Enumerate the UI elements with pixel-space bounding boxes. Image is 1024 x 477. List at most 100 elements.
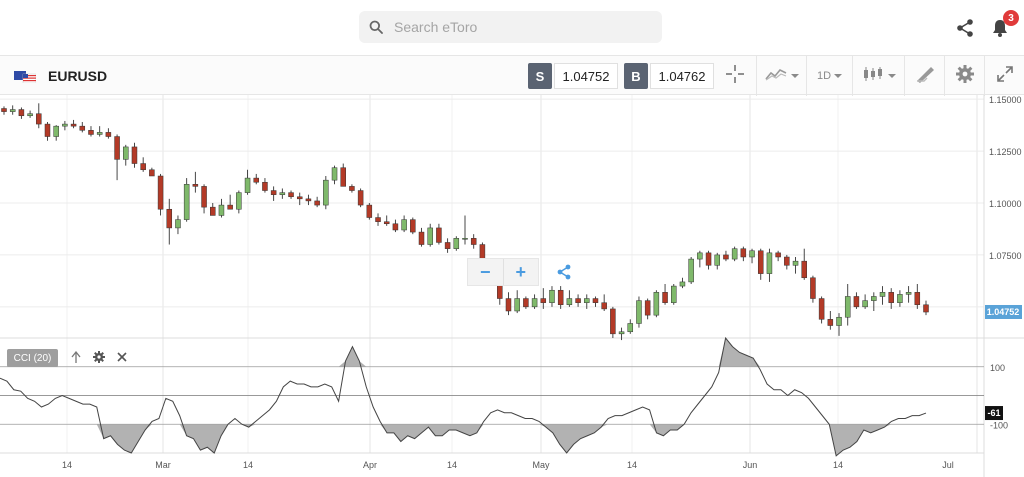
candle-body [392, 223, 399, 231]
candle-body [923, 304, 929, 313]
share-chart-icon[interactable] [556, 264, 572, 280]
candle-body [757, 250, 764, 274]
candle-body [192, 184, 199, 187]
sell-price[interactable]: 1.04752 [554, 63, 618, 89]
candle-body [140, 163, 146, 171]
instrument-symbol: EURUSD [48, 68, 108, 84]
gear-icon [955, 64, 974, 88]
candle-body [505, 298, 512, 312]
candle-body [714, 254, 720, 266]
timeframe-label: 1D [816, 70, 832, 82]
candle-body [557, 289, 564, 306]
cci-fill-area [0, 338, 926, 456]
candle-body [462, 238, 468, 240]
candle-body [888, 292, 894, 303]
cci-line [0, 336, 927, 457]
top-bar: 3 [0, 0, 1024, 55]
candle-body [218, 204, 225, 216]
candle-body [566, 298, 573, 306]
candle-body [444, 242, 451, 249]
candle-body [314, 200, 320, 206]
zoom-in-button[interactable]: + [502, 259, 539, 285]
fullscreen-button[interactable] [984, 56, 1024, 96]
candle-body [166, 208, 173, 229]
arrow-up-icon[interactable] [69, 350, 83, 364]
candle-body [810, 277, 816, 299]
candle-body [183, 184, 190, 220]
crosshair-button[interactable] [716, 56, 754, 96]
candle-body [123, 146, 129, 160]
candle-body [818, 298, 825, 320]
sell-button[interactable]: S [528, 63, 552, 89]
drawing-tools-button[interactable] [904, 56, 944, 96]
candle-body [671, 285, 677, 303]
timeframe-dropdown[interactable]: 1D [806, 56, 852, 96]
search-input[interactable] [394, 19, 634, 35]
candle-body [296, 196, 303, 200]
candle-body [610, 308, 616, 335]
candlestick-icon [862, 66, 884, 87]
search-icon [368, 19, 384, 35]
instrument-toolbar: EURUSD S 1.04752 B 1.04762 1D [0, 55, 1024, 96]
expand-icon [996, 65, 1013, 87]
candle-body [401, 219, 407, 231]
candle-body [836, 316, 842, 326]
settings-button[interactable] [944, 56, 984, 96]
candle-body [323, 179, 329, 206]
bell-icon[interactable] [990, 18, 1010, 38]
candle-body [871, 296, 877, 301]
candle-body [627, 323, 634, 333]
candle-body [801, 260, 807, 279]
candle-body [305, 198, 312, 202]
candle-body [227, 204, 233, 210]
candle-body [149, 169, 155, 177]
cci-series-line [0, 336, 927, 457]
line-chart-icon [764, 67, 787, 86]
price-chart[interactable]: 1.15000 1.12500 1.10000 1.07500 100 -100 14 Mar… [0, 95, 1024, 477]
candle-body [27, 113, 33, 117]
candle-body [410, 219, 416, 233]
candle-body [697, 252, 703, 260]
share-icon[interactable] [955, 18, 975, 38]
candles-dropdown[interactable] [852, 56, 904, 96]
chevron-down-icon [834, 74, 843, 78]
close-icon[interactable] [115, 350, 129, 364]
candle-body [644, 300, 651, 316]
buy-price[interactable]: 1.04762 [650, 63, 714, 89]
candle-body [331, 167, 338, 181]
cci-oversold-fill [0, 424, 926, 456]
x-tick-label: 14 [62, 460, 72, 470]
chevron-down-icon [790, 74, 799, 78]
candle-body [349, 186, 355, 191]
y-tick-label: 1.07500 [989, 251, 1022, 261]
candle-body [766, 252, 773, 274]
last-price-tag [985, 304, 1022, 319]
buy-button[interactable]: B [624, 63, 648, 89]
cci-tick-label: -100 [990, 420, 1008, 430]
x-tick-label: Apr [363, 460, 377, 470]
candle-body [731, 248, 738, 260]
currency-flags-icon [14, 70, 37, 84]
candle-body [784, 256, 790, 266]
candle-body [540, 298, 547, 303]
gear-icon[interactable] [92, 350, 106, 364]
chart-type-dropdown[interactable] [756, 56, 806, 96]
candle-body [792, 260, 799, 266]
zoom-out-button[interactable]: − [479, 261, 491, 282]
candle-body [375, 217, 381, 222]
x-tick-label: 14 [627, 460, 637, 470]
x-tick-label: Mar [155, 460, 171, 470]
search-box[interactable] [359, 11, 662, 43]
indicator-label[interactable]: CCI (20) [7, 349, 58, 367]
candle-body [270, 190, 277, 195]
candle-body [53, 125, 59, 137]
candle-body [862, 300, 868, 308]
candle-body [592, 298, 599, 303]
candle-body [688, 258, 694, 283]
y-tick-label: 1.12500 [989, 147, 1022, 157]
candle-body [340, 167, 346, 187]
candle-body [175, 219, 181, 229]
candle-body [131, 146, 138, 164]
candle-body [827, 319, 834, 326]
candle-body [636, 300, 642, 324]
